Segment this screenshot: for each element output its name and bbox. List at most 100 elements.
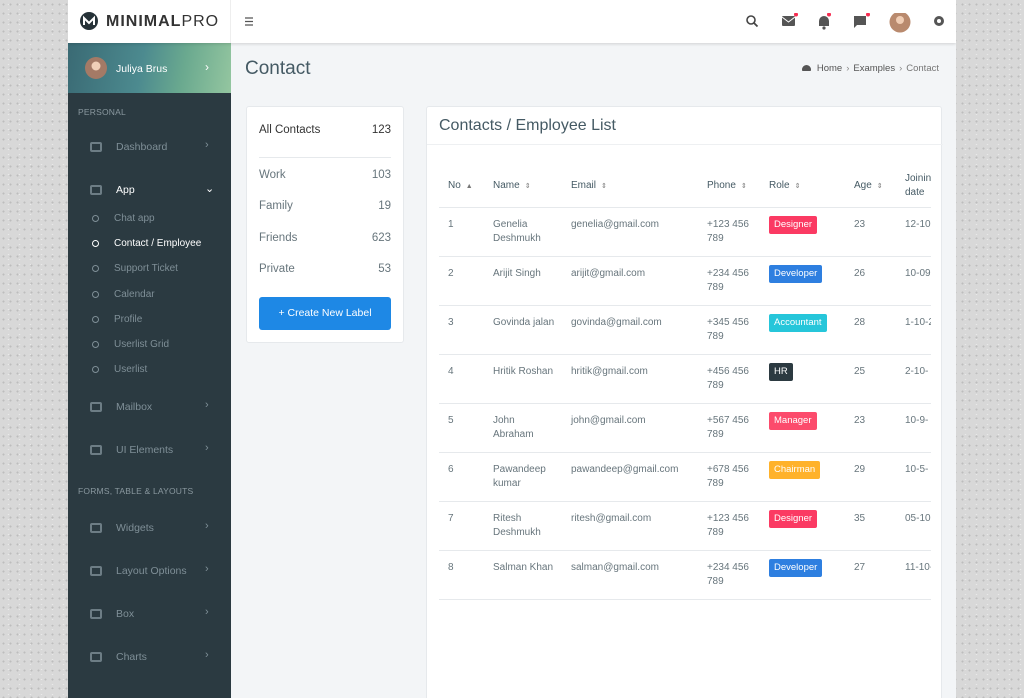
submenu-item[interactable]: Userlist — [68, 358, 231, 383]
cell-text: 11-10- — [905, 561, 931, 573]
table-cell: +567 456 789 — [698, 403, 760, 453]
table-cell: 1 — [439, 207, 484, 257]
column-label: Phone — [707, 180, 736, 192]
cell-text: 12-10- — [905, 218, 931, 230]
cell-text: 35 — [854, 512, 866, 524]
avatar[interactable] — [889, 13, 911, 33]
labels-card: All Contacts 123 Work 103 Family 19 Friends 623… — [246, 106, 404, 343]
role-badge: Developer — [769, 558, 823, 577]
table-cell: 2-10- — [896, 354, 931, 404]
column-label: Age — [854, 180, 872, 192]
cell-text: 25 — [854, 365, 866, 377]
table-cell: 10-09 — [896, 256, 931, 306]
logo[interactable]: MINIMALPRO — [68, 0, 231, 43]
bell-icon[interactable] — [819, 13, 831, 30]
mail-icon[interactable] — [781, 13, 798, 26]
label-row[interactable]: Private 53 — [259, 263, 391, 275]
column-header[interactable]: Role ⇕ — [760, 161, 845, 208]
table-cell: 10-5- — [896, 452, 931, 502]
table-cell: 11-10- — [896, 550, 931, 600]
menu-item[interactable]: Widgets › — [68, 507, 231, 550]
submenu-item[interactable]: Userlist Grid — [68, 333, 231, 358]
table-row: 2 Arijit Singh arijit@gmail.com +234 456 78… — [439, 256, 931, 306]
table-row: 5 John Abraham john@gmail.com +567 456 789 M… — [439, 403, 931, 453]
menu-section-title: PERSONAL — [78, 107, 126, 117]
table-row: 8 Salman Khan salman@gmail.com +234 456 789… — [439, 550, 931, 600]
sort-icon: ⇕ — [794, 183, 801, 191]
table-cell: 26 — [845, 256, 896, 306]
role-badge: Developer — [769, 264, 823, 283]
menu-icon — [90, 445, 102, 456]
menu-icon — [90, 402, 102, 413]
table-row: 4 Hritik Roshan hritik@gmail.com +456 456 7… — [439, 354, 931, 404]
submenu-label: Userlist — [114, 364, 148, 376]
role-badge: Manager — [769, 411, 817, 430]
column-label: Name — [493, 180, 520, 192]
cell-text: +567 456 789 — [707, 414, 749, 440]
column-header[interactable]: Age ⇕ — [845, 161, 896, 208]
sort-icon: ⇕ — [740, 183, 747, 191]
table-cell: pawandeep@gmail.com — [562, 452, 698, 502]
column-header[interactable]: Name ⇕ — [484, 161, 562, 208]
menu-arrow: ⌄ — [205, 183, 215, 195]
menu-label: App — [116, 184, 135, 196]
contact-name: Ritesh Deshmukh — [493, 512, 541, 538]
column-label: Role — [769, 180, 790, 192]
role-badge: Chairman — [769, 460, 821, 479]
menu-item[interactable]: Box › — [68, 593, 231, 636]
menu-item[interactable]: UI Elements › — [68, 429, 231, 472]
user-panel[interactable]: Juliya Brus › — [68, 43, 231, 93]
contact-name: Hritik Roshan — [493, 365, 554, 377]
column-header[interactable]: Phone ⇕ — [698, 161, 760, 208]
menu-item[interactable]: Charts › — [68, 636, 231, 679]
table-header: No ▲ Name ⇕ Email ⇕ Phone ⇕ Role ⇕ Age ⇕ Joining dat… — [439, 161, 931, 208]
menu-toggle[interactable] — [244, 17, 254, 26]
role-badge: Designer — [769, 215, 818, 234]
submenu-item[interactable]: Calendar — [68, 283, 231, 308]
menu-icon — [90, 523, 102, 534]
cell-text: 4 — [448, 365, 454, 377]
table-cell: +234 456 789 — [698, 550, 760, 600]
contacts-table: No ▲ Name ⇕ Email ⇕ Phone ⇕ Role ⇕ Age ⇕ Joining dat… — [439, 161, 931, 600]
menu-icon — [90, 609, 102, 620]
role-badge: HR — [769, 362, 793, 381]
breadcrumb-item[interactable]: Home — [816, 63, 843, 74]
submenu-item[interactable]: Contact / Employee — [68, 232, 231, 257]
submenu-item[interactable]: Chat app — [68, 207, 231, 232]
contact-name: Arijit Singh — [493, 267, 541, 279]
column-header[interactable]: Email ⇕ — [562, 161, 698, 208]
table-cell: 10-9- — [896, 403, 931, 453]
submenu-item[interactable]: Profile — [68, 308, 231, 333]
label-row[interactable]: All Contacts 123 — [259, 124, 391, 136]
menu-item[interactable]: Mailbox › — [68, 386, 231, 429]
table-cell: 2 — [439, 256, 484, 306]
cell-text: genelia@gmail.com — [571, 218, 659, 230]
cell-text: +234 456 789 — [707, 267, 749, 293]
label-row[interactable]: Work 103 — [259, 169, 391, 181]
divider — [259, 157, 391, 158]
cell-text: 26 — [854, 267, 866, 279]
menu-label: Widgets — [116, 522, 154, 535]
table-cell: 3 — [439, 305, 484, 355]
cell-text: 2 — [448, 267, 454, 279]
create-label-button[interactable]: + Create New Label — [259, 297, 391, 330]
submenu-item[interactable]: Support Ticket — [68, 257, 231, 282]
menu-item[interactable]: Dashboard › — [68, 126, 231, 169]
label-row[interactable]: Family 19 — [259, 200, 391, 212]
label-row[interactable]: Friends 623 — [259, 232, 391, 244]
cell-text: 1-10-2 — [905, 316, 931, 328]
search-icon[interactable] — [746, 15, 759, 28]
menu-item[interactable]: App ⌄ — [68, 169, 231, 212]
table-cell: +234 456 789 — [698, 256, 760, 306]
column-header[interactable]: Joining date — [896, 161, 931, 208]
label-name: Private — [259, 262, 295, 275]
column-header[interactable]: No ▲ — [439, 161, 484, 208]
table-body: 1 Genelia Deshmukh genelia@gmail.com +123 4… — [439, 207, 931, 600]
chat-icon[interactable] — [854, 13, 870, 28]
breadcrumb-item[interactable]: Examples — [853, 63, 896, 74]
table-cell: Developer — [760, 256, 845, 306]
settings-icon[interactable] — [934, 16, 944, 26]
menu-item[interactable]: Layout Options › — [68, 550, 231, 593]
cell-text: 2-10- — [905, 365, 929, 377]
cell-text: 8 — [448, 561, 454, 573]
